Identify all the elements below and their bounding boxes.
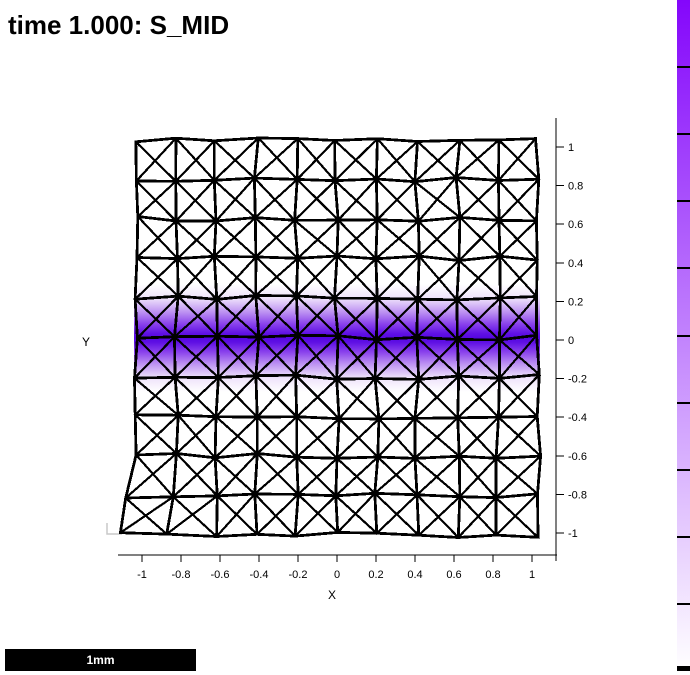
y-axis-label: Y	[82, 335, 91, 349]
colorbar-tick	[677, 133, 690, 135]
colorbar-tick	[677, 402, 690, 404]
colorbar-tick	[677, 66, 690, 68]
x-axis-label: X	[327, 588, 336, 602]
x-tick-label: -0.6	[211, 569, 230, 581]
y-tick-label: 0.6	[568, 219, 583, 231]
x-tick-label: 1	[529, 569, 535, 581]
y-tick-label: -0.4	[568, 412, 587, 424]
colorbar-tick	[677, 603, 690, 605]
plot-title: time 1.000: S_MID	[8, 10, 230, 40]
x-tick-label: -0.8	[172, 569, 191, 581]
y-tick-label: 0	[568, 335, 574, 347]
axes	[118, 118, 564, 562]
y-tick-label: 0.2	[568, 296, 583, 308]
y-tick-label: -0.2	[568, 374, 587, 386]
x-tick-label: 0.2	[368, 569, 383, 581]
colorbar-tick	[677, 536, 690, 538]
y-tick-label: -1	[568, 528, 578, 540]
axis-tick-labels: -1 -0.8 -0.6 -0.4 -0.2 0 0.2 0.4 0.6 0.8 1 1 0.8 0.6 0…	[137, 142, 587, 581]
colorbar-tick	[677, 200, 690, 202]
mesh-lines	[118, 136, 543, 540]
y-tick-label: 0.8	[568, 181, 583, 193]
x-tick-label: -1	[137, 569, 147, 581]
scale-bar: 1mm	[5, 649, 196, 671]
x-tick-label: 0	[334, 569, 340, 581]
y-tick-label: 1	[568, 142, 574, 154]
colorbar	[677, 0, 690, 671]
colorbar-tick	[677, 469, 690, 471]
x-tick-label: 0.6	[446, 569, 461, 581]
colorbar-tick	[677, 267, 690, 269]
y-tick-label: 0.4	[568, 258, 583, 270]
scale-bar-label: 1mm	[86, 653, 115, 667]
colorbar-end-tick	[677, 666, 690, 671]
x-tick-label: 0.4	[407, 569, 422, 581]
y-tick-label: -0.6	[568, 451, 587, 463]
x-tick-label: 0.8	[485, 569, 500, 581]
colorbar-tick	[677, 335, 690, 337]
x-tick-label: -0.4	[250, 569, 269, 581]
x-tick-label: -0.2	[289, 569, 308, 581]
y-tick-label: -0.8	[568, 489, 587, 501]
